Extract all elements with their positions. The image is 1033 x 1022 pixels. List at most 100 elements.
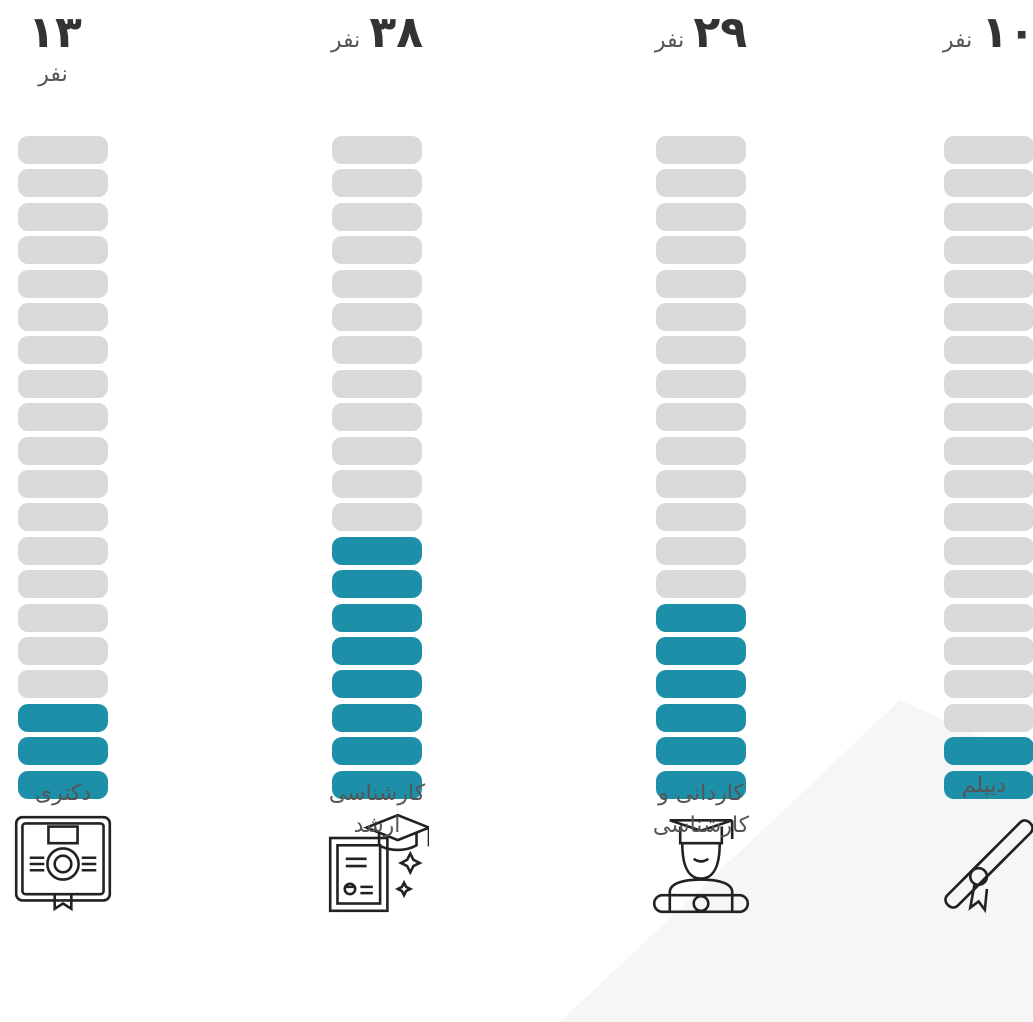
segment — [656, 470, 746, 498]
segment — [656, 202, 746, 231]
segment — [656, 269, 746, 298]
segment — [332, 136, 422, 164]
segment — [18, 136, 108, 164]
segment — [944, 369, 1033, 398]
segment — [944, 503, 1033, 532]
count-header: ۱۳ نفر — [20, 4, 90, 90]
segment — [18, 637, 108, 665]
segment-filled — [332, 637, 422, 665]
count: ۱۰ — [981, 7, 1033, 58]
segment-filled — [944, 737, 1033, 766]
segment-filled — [656, 637, 746, 665]
segment — [944, 136, 1033, 164]
segment — [944, 570, 1033, 599]
segment — [18, 236, 108, 265]
label: کارشناسی ارشد — [328, 781, 426, 838]
segment — [944, 536, 1033, 565]
segment — [18, 436, 108, 465]
segment-filled — [332, 670, 422, 699]
segment-filled — [332, 737, 422, 766]
count-header: ۲۹ نفر — [601, 4, 801, 61]
segment-filled — [18, 770, 108, 799]
label: دکتری — [34, 781, 92, 806]
segment-filled — [332, 770, 422, 799]
label: دیپلم — [961, 773, 1007, 798]
segment — [18, 169, 108, 198]
segment — [332, 403, 422, 432]
segment — [944, 336, 1033, 365]
segment — [18, 336, 108, 365]
count-header: ۳۸ نفر — [277, 4, 477, 61]
count: ۱۳ — [28, 7, 82, 58]
segment — [944, 403, 1033, 432]
segment — [656, 503, 746, 532]
count: ۲۹ — [693, 7, 748, 58]
segment — [332, 470, 422, 498]
segment — [656, 436, 746, 465]
segment — [18, 303, 108, 331]
segment — [18, 202, 108, 231]
segment-filled — [332, 603, 422, 632]
segment — [656, 303, 746, 331]
unit: نفر — [942, 28, 973, 53]
segment-filled — [332, 570, 422, 599]
segment — [656, 403, 746, 432]
segment-filled — [656, 670, 746, 699]
segment-filled — [656, 737, 746, 766]
segment — [944, 470, 1033, 498]
segment — [332, 169, 422, 198]
segment — [332, 202, 422, 231]
segment — [18, 470, 108, 498]
segment — [944, 637, 1033, 665]
segment — [656, 570, 746, 599]
segment-filled — [18, 737, 108, 766]
segment — [944, 303, 1033, 331]
segment — [656, 536, 746, 565]
segment — [18, 536, 108, 565]
segment — [18, 503, 108, 532]
label: کاردانی و کارشناسی — [652, 781, 750, 838]
unit: نفر — [654, 28, 685, 53]
segment-filled — [656, 770, 746, 799]
segment — [332, 269, 422, 298]
segment — [18, 670, 108, 699]
count-header: ۱۰ نفر — [889, 4, 1033, 61]
segment — [18, 570, 108, 599]
segment — [656, 236, 746, 265]
segment — [944, 236, 1033, 265]
segment-filled — [944, 770, 1033, 799]
segment — [18, 603, 108, 632]
segment — [944, 269, 1033, 298]
segment — [332, 336, 422, 365]
segment — [944, 169, 1033, 198]
segment-filled — [332, 536, 422, 565]
segment-filled — [656, 603, 746, 632]
count: ۳۸ — [369, 7, 424, 58]
segment — [656, 136, 746, 164]
segment — [332, 236, 422, 265]
icon — [944, 819, 1033, 912]
segment — [18, 269, 108, 298]
segment — [944, 436, 1033, 465]
segment — [18, 403, 108, 432]
unit: نفر — [38, 62, 68, 88]
segment — [944, 703, 1033, 732]
segment — [944, 202, 1033, 231]
segment — [656, 336, 746, 365]
segment — [656, 169, 746, 198]
segment — [332, 303, 422, 331]
segment — [18, 369, 108, 398]
segment — [332, 369, 422, 398]
segment — [332, 436, 422, 465]
segment — [332, 503, 422, 532]
icon — [14, 815, 112, 911]
segment — [944, 603, 1033, 632]
segment — [656, 369, 746, 398]
segment-filled — [18, 703, 108, 732]
segment-filled — [656, 703, 746, 732]
unit: نفر — [330, 28, 361, 53]
segment-filled — [332, 703, 422, 732]
segment — [944, 670, 1033, 699]
